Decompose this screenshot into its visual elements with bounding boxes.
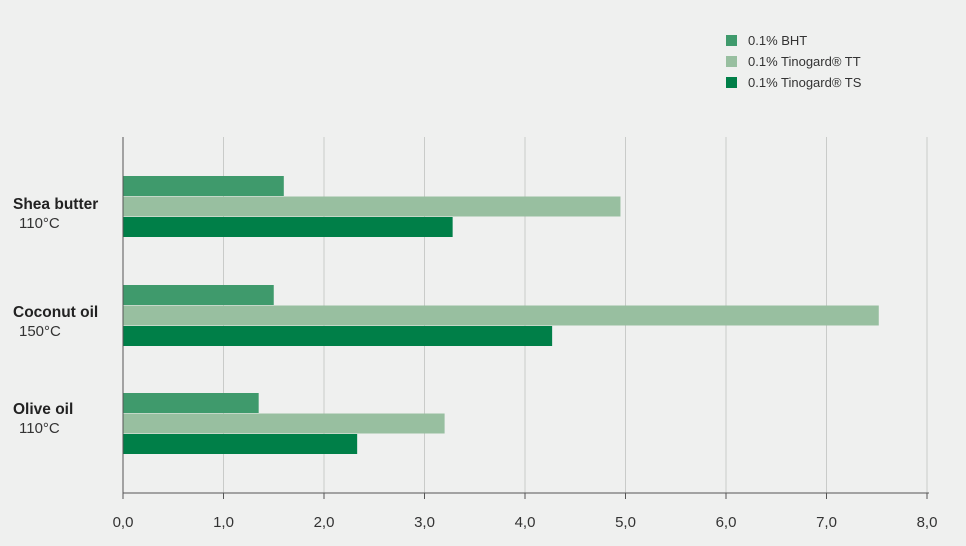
x-tick-label: 8,0 <box>917 514 938 531</box>
legend: 0.1% BHT 0.1% Tinogard® TT 0.1% Tinogard… <box>726 30 861 93</box>
category-temperature: 110°C <box>19 215 60 232</box>
x-tick-label: 6,0 <box>716 514 737 531</box>
category-label-shea-butter: Shea butter 110°C <box>13 195 98 233</box>
legend-label-tinogard-ts: 0.1% Tinogard® TS <box>748 75 862 90</box>
x-tick-label: 4,0 <box>515 514 536 531</box>
bar <box>123 196 621 217</box>
legend-swatch-tinogard-tt <box>726 56 737 67</box>
legend-item-tinogard-tt: 0.1% Tinogard® TT <box>726 51 861 72</box>
category-temperature: 110°C <box>19 420 60 437</box>
x-tick-label: 7,0 <box>816 514 837 531</box>
bar <box>123 305 879 326</box>
category-label-olive-oil: Olive oil 110°C <box>13 400 73 438</box>
x-axis: 0,0 1,0 2,0 3,0 4,0 5,0 6,0 7,0 8,0 <box>113 137 938 531</box>
x-tick-label: 0,0 <box>113 514 134 531</box>
x-tick-label: 1,0 <box>213 514 234 531</box>
x-tick-label: 5,0 <box>615 514 636 531</box>
category-name: Coconut oil <box>13 304 99 321</box>
category-name: Shea butter <box>13 196 99 213</box>
legend-swatch-tinogard-ts <box>726 77 737 88</box>
legend-item-bht: 0.1% BHT <box>726 30 861 51</box>
category-temperature: 150°C <box>19 323 61 340</box>
legend-swatch-bht <box>726 35 737 46</box>
category-name: Olive oil <box>13 401 74 418</box>
x-tick-label: 2,0 <box>314 514 335 531</box>
bar <box>123 413 445 434</box>
legend-label-tinogard-tt: 0.1% Tinogard® TT <box>748 54 861 69</box>
bar <box>123 326 553 346</box>
bar <box>123 434 358 454</box>
bar <box>123 285 274 305</box>
category-label-coconut-oil: Coconut oil 150°C <box>13 303 98 341</box>
x-tick-label: 3,0 <box>414 514 435 531</box>
bar <box>123 176 284 196</box>
legend-label-bht: 0.1% BHT <box>748 33 808 48</box>
bar <box>123 217 453 237</box>
bar <box>123 393 259 413</box>
legend-item-tinogard-ts: 0.1% Tinogard® TS <box>726 72 861 93</box>
bars <box>123 176 879 454</box>
